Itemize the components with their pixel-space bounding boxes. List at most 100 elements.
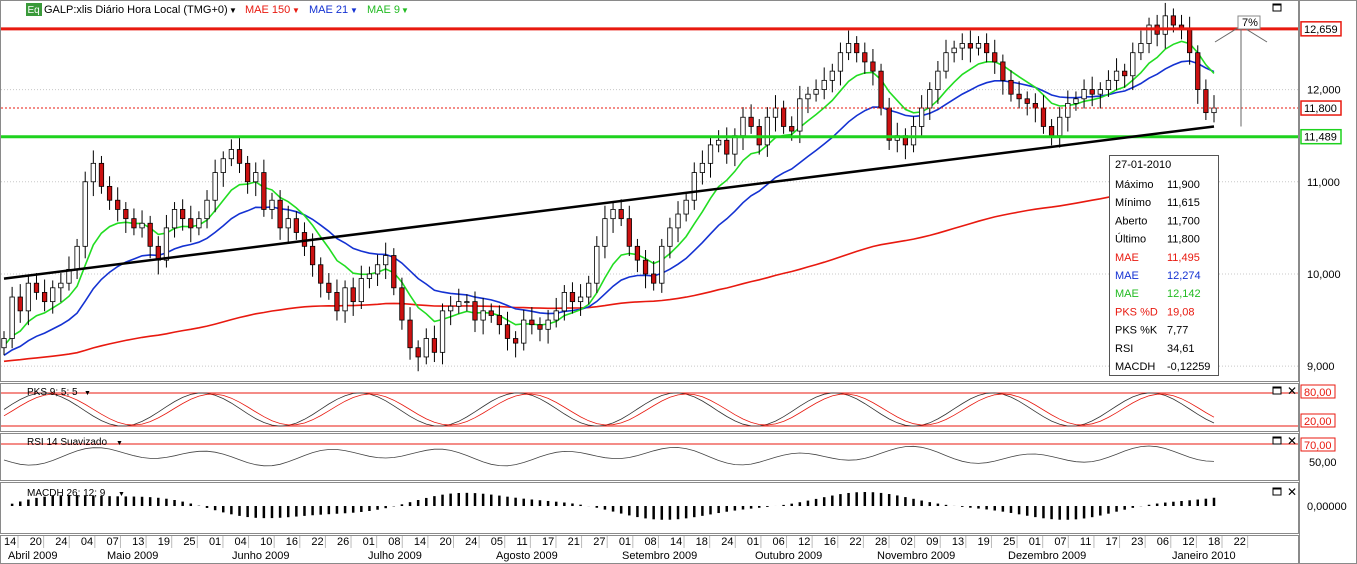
candle-body: [537, 324, 543, 330]
candle-body: [1065, 103, 1071, 118]
candle-body: [1, 338, 7, 349]
candle-body: [415, 347, 421, 358]
symbol-badge[interactable]: [26, 3, 42, 16]
candle-body: [1195, 52, 1201, 90]
date-tick-label: 01: [619, 536, 631, 548]
stoch-title[interactable]: PKS 9; 5; 5: [27, 387, 78, 398]
symbol-badge-text: Eq: [28, 5, 40, 16]
projection-label: 7%: [1242, 17, 1258, 29]
candle-body: [992, 52, 998, 63]
info-row-value: 12,274: [1167, 270, 1201, 282]
rsi-70-tag: [1300, 437, 1336, 452]
price-tag-last: [1300, 100, 1342, 116]
candle-body: [383, 255, 389, 266]
price-tag-support: [1300, 128, 1342, 145]
legend-ma150[interactable]: MAE 150: [245, 4, 290, 16]
symbol-dropdown-icon[interactable]: ▼: [229, 6, 237, 15]
candle-body: [1016, 93, 1022, 100]
candle-body: [456, 301, 462, 307]
candle-body: [293, 218, 299, 233]
stoch-80-tag: [1300, 384, 1336, 399]
date-tick-label: 24: [55, 536, 67, 548]
month-label: Agosto 2009: [496, 550, 558, 562]
candle-body: [448, 305, 454, 312]
candle-body: [634, 245, 641, 261]
stoch-close-icon[interactable]: ✕: [1287, 384, 1297, 398]
date-tick-label: 11: [516, 536, 527, 548]
rsi-50-label: 50,00: [1309, 457, 1337, 469]
date-tick-label: 20: [30, 536, 42, 548]
candle-body: [334, 292, 340, 312]
info-row-label: Último: [1115, 233, 1146, 246]
stoch-dropdown-icon[interactable]: ▼: [84, 390, 91, 397]
date-tick-label: 04: [235, 536, 247, 548]
candle-body: [529, 319, 535, 326]
date-tick-label: 14: [670, 536, 682, 548]
candle-body: [845, 43, 852, 54]
symbol-label[interactable]: GALP:xlis Diário Hora Local (TMG+0): [44, 4, 228, 16]
candle-body: [724, 139, 730, 155]
date-tick-label: 01: [1029, 536, 1041, 548]
macd-panel: [0, 482, 1299, 534]
macd-maximize-button[interactable]: [1272, 487, 1282, 496]
date-tick-label: 06: [773, 536, 785, 548]
candle-body: [374, 264, 381, 275]
date-tick-label: 06: [1157, 536, 1169, 548]
projection-tag: [1237, 15, 1261, 30]
date-tick-label: 23: [1131, 536, 1143, 548]
date-tick-label: 08: [388, 536, 400, 548]
date-tick-label: 05: [491, 536, 503, 548]
candle-body: [1170, 15, 1177, 26]
candle-body: [180, 209, 186, 220]
price-tag-label-resistance: 12,659: [1304, 24, 1338, 36]
candle-body: [1089, 89, 1095, 95]
date-tick-label: 13: [132, 536, 144, 548]
macd-dropdown-icon[interactable]: ▼: [118, 491, 125, 498]
macd-zero-label: 0,00000: [1307, 501, 1347, 513]
date-tick-label: 21: [568, 536, 580, 548]
candle-body: [106, 185, 113, 201]
candle-body: [139, 222, 145, 229]
candle-body: [326, 282, 332, 293]
candle-body: [854, 43, 860, 54]
candle-body: [716, 139, 722, 146]
date-tick-label: 26: [337, 536, 349, 548]
candle-body: [423, 338, 429, 358]
macd-title[interactable]: MACDH 26; 12; 9: [27, 488, 106, 499]
ma9-line: [3, 40, 1215, 347]
date-tick-label: 14: [4, 536, 16, 548]
ma150-line: [3, 174, 1215, 363]
legend-ma150-dropdown-icon[interactable]: ▼: [292, 6, 300, 15]
price-maximize-button[interactable]: [1272, 3, 1282, 12]
rsi-close-icon[interactable]: ✕: [1287, 434, 1297, 448]
legend-ma21-dropdown-icon[interactable]: ▼: [350, 6, 358, 15]
candle-body: [350, 287, 356, 303]
date-tick-label: 02: [901, 536, 913, 548]
candle-body: [1000, 61, 1006, 81]
date-tick-label: 19: [977, 536, 989, 548]
candle-body: [269, 199, 275, 210]
rsi-line: [3, 445, 1215, 467]
macd-close-icon[interactable]: ✕: [1287, 485, 1297, 499]
rsi-title[interactable]: RSI 14 Suavizado: [27, 437, 107, 448]
candle-body: [699, 162, 706, 173]
candle-body: [521, 319, 527, 344]
info-date: 27-01-2010: [1115, 159, 1171, 171]
legend-ma9-dropdown-icon[interactable]: ▼: [401, 6, 409, 15]
candle-body: [610, 209, 616, 220]
candle-body: [1057, 116, 1063, 137]
legend-ma21[interactable]: MAE 21: [309, 4, 348, 16]
axes: 12,000 11,000 10,000 9,000 12,659 11,800 11,48…: [4, 21, 1342, 562]
stoch-maximize-button[interactable]: [1272, 386, 1282, 395]
date-tick-label: 28: [875, 536, 887, 548]
candle-body: [748, 116, 754, 127]
rsi-dropdown-icon[interactable]: ▼: [116, 440, 123, 447]
legend-ma9[interactable]: MAE 9: [367, 4, 400, 16]
rsi-maximize-button[interactable]: [1272, 436, 1282, 445]
candle-body: [683, 199, 689, 215]
rsi-panel: [0, 433, 1299, 481]
candle-body: [829, 70, 835, 81]
candle-body: [764, 116, 770, 146]
candle-body: [651, 273, 657, 284]
